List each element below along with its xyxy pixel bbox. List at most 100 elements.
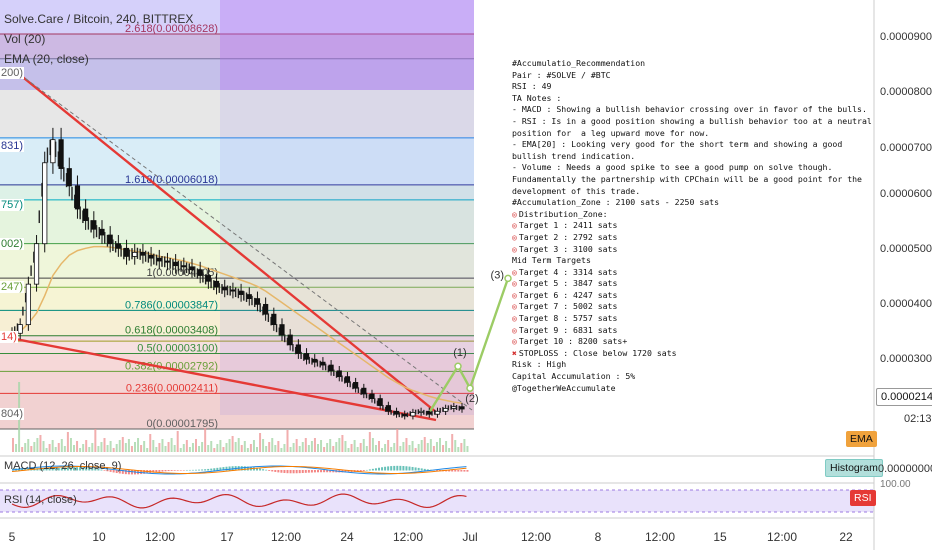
- projection-label: (1): [453, 347, 466, 359]
- volume-bar: [335, 442, 338, 452]
- volume-bar: [30, 446, 33, 452]
- projection-path[interactable]: [428, 277, 510, 412]
- target-icon: ◎: [512, 209, 517, 219]
- fib-label: 0.618(0.00003408): [125, 325, 218, 337]
- macd-histogram-bar: [347, 470, 350, 473]
- candle-body: [58, 139, 64, 169]
- candle-body: [173, 261, 179, 267]
- macd-histogram-bar: [121, 470, 124, 474]
- volume-bar: [185, 440, 188, 452]
- volume-bar: [423, 437, 426, 452]
- time-tick-label: 12:00: [392, 530, 424, 544]
- projection-label: (3): [491, 269, 504, 281]
- volume-bar: [371, 438, 374, 452]
- macd-histogram-bar: [152, 470, 155, 473]
- volume-bar: [94, 429, 97, 452]
- volume-bar: [298, 446, 301, 452]
- projection-point: [504, 274, 512, 283]
- volume-bar: [176, 431, 179, 452]
- fib-label: 0(0.00001795): [146, 418, 218, 430]
- volume-bar: [146, 448, 149, 452]
- ema-tag[interactable]: EMA: [846, 431, 877, 447]
- macd-histogram-bar: [97, 469, 100, 471]
- macd-histogram-bar: [127, 470, 130, 475]
- volume-bar: [454, 440, 457, 452]
- macd-histogram-bar: [466, 470, 469, 472]
- note-line: ◎ Target 3 : 3100 sats: [512, 243, 618, 254]
- descending-trendline[interactable]: [13, 69, 437, 413]
- volume-bar: [396, 429, 399, 452]
- macd-histogram-bar: [225, 466, 228, 471]
- candle-body: [434, 410, 441, 415]
- candle-body: [222, 286, 228, 291]
- volume-bar: [100, 442, 103, 452]
- fib-label: 0.236(0.00002411): [126, 382, 218, 394]
- macd-histogram-bar: [396, 465, 399, 471]
- macd-histogram-bar: [371, 468, 374, 471]
- macd-histogram-bar: [408, 466, 411, 471]
- volume-bar: [222, 447, 225, 452]
- macd-histogram-bar: [54, 468, 57, 471]
- volume-bar: [88, 447, 91, 452]
- volume-bar: [320, 440, 323, 452]
- volume-bar: [243, 441, 246, 452]
- candle-body: [189, 266, 195, 271]
- macd-histogram-bar: [402, 466, 405, 471]
- note-line: ◎ Target 5 : 3847 sats: [512, 278, 618, 289]
- volume-bar: [246, 448, 249, 452]
- volume-bar: [326, 443, 329, 452]
- volume-bar: [24, 443, 27, 452]
- support-trendline[interactable]: [0, 334, 437, 422]
- volume-bar: [313, 438, 316, 452]
- volume-bar: [225, 443, 228, 452]
- volume-bar: [365, 446, 368, 452]
- candle-body: [328, 364, 334, 372]
- rsi-tag[interactable]: RSI: [850, 490, 876, 506]
- macd-histogram-bar: [207, 468, 210, 471]
- macd-histogram-bar: [48, 468, 51, 471]
- rsi-legend: RSI (14, close): [4, 494, 77, 506]
- cross-icon: ✖: [512, 348, 517, 358]
- volume-bar: [152, 440, 155, 452]
- macd-histogram-bar: [463, 470, 466, 472]
- macd-histogram-bar: [268, 470, 271, 471]
- macd-histogram-bar: [228, 466, 231, 471]
- volume-bar: [219, 440, 222, 452]
- candle-body: [213, 280, 220, 288]
- macd-histogram-bar: [73, 467, 75, 471]
- macd-histogram-bar: [94, 468, 97, 471]
- left-fib-label: 200): [0, 67, 25, 79]
- volume-bar: [161, 439, 164, 452]
- note-line: ◎ Target 1 : 2411 sats: [512, 220, 618, 231]
- rsi-top-label: 100.00: [880, 479, 911, 490]
- macd-histogram-bar: [460, 470, 463, 472]
- candle-body: [83, 208, 89, 221]
- candle-body: [295, 344, 301, 354]
- symbol-title: Solve.Care / Bitcoin, 240, BITTREX: [4, 12, 194, 26]
- histogram-tag[interactable]: Histogram: [825, 459, 883, 477]
- volume-bar: [134, 442, 136, 452]
- projection-points: (1) (2) (3): [453, 269, 512, 405]
- macd-histogram-bar: [298, 470, 301, 474]
- volume-bar: [435, 442, 438, 452]
- time-tick-label: 22: [839, 530, 853, 544]
- macd-histogram-bar: [106, 470, 109, 472]
- volume-bar: [256, 447, 258, 452]
- volume-bar: [359, 443, 362, 452]
- candle-body: [205, 275, 211, 282]
- macd-histogram-bar: [79, 467, 82, 471]
- macd-histogram-bar: [66, 467, 69, 471]
- projection-point: [466, 384, 474, 392]
- time-tick-label: 12:00: [270, 530, 302, 544]
- candle-body: [50, 139, 56, 164]
- volume-bar: [417, 444, 420, 452]
- volume-bar: [295, 439, 298, 452]
- macd-legend: MACD (12, 26, close, 9): [4, 460, 122, 472]
- note-line: Capital Accumulation : 5%: [512, 371, 636, 382]
- macd-histogram-bar: [21, 468, 24, 471]
- volume-bar: [356, 447, 359, 452]
- candle-body: [148, 254, 154, 259]
